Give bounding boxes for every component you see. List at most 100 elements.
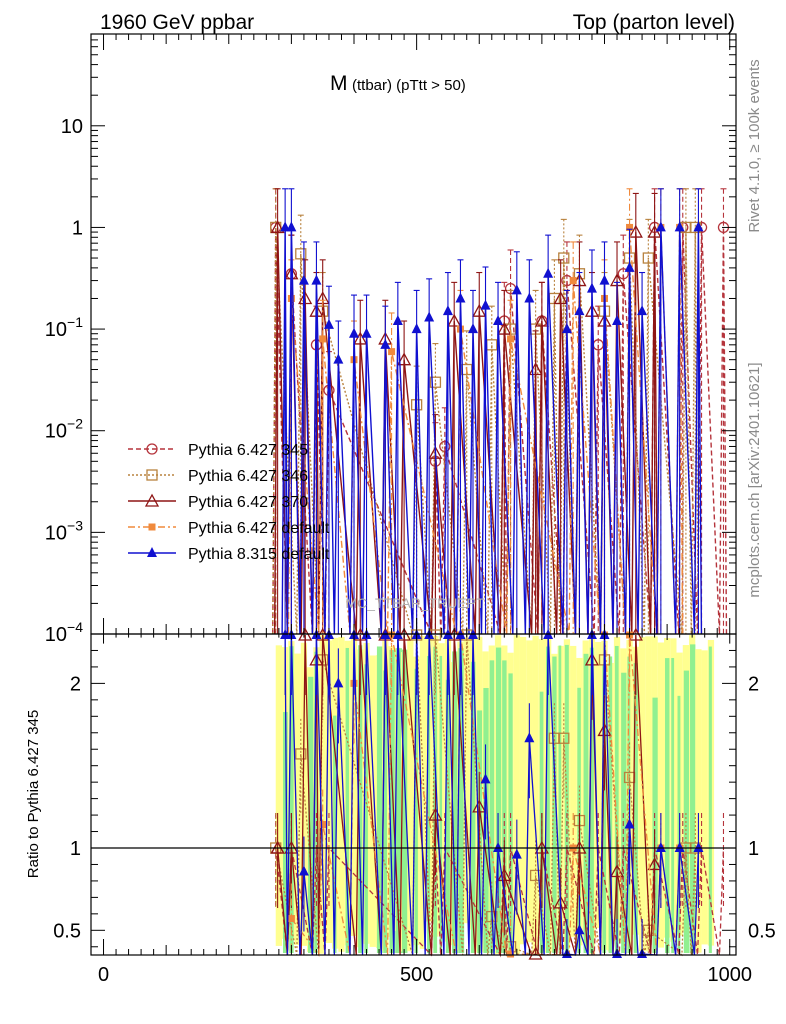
x-tick-label: 500 [400, 964, 433, 986]
ratio-point [480, 773, 491, 784]
band-green [671, 657, 675, 953]
data-point [286, 221, 297, 232]
ratio-point [674, 842, 685, 852]
band-yellow [638, 637, 646, 952]
y-tick-label: 10−2 [45, 416, 83, 443]
band-yellow [695, 649, 702, 953]
data-point [599, 274, 610, 285]
band-yellow [657, 642, 664, 948]
band-green [683, 670, 690, 953]
legend-marker [144, 493, 160, 507]
band-green [376, 646, 383, 953]
data-point [497, 321, 512, 335]
y-tick-exponent: −1 [67, 314, 83, 330]
y-tick-base: 10 [45, 319, 67, 341]
band-green [289, 646, 294, 953]
data-point [472, 303, 487, 317]
data-point [333, 353, 344, 364]
data-point [628, 224, 643, 238]
data-point [388, 348, 396, 356]
ratio-line [275, 634, 696, 957]
x-tick-label: 1000 [707, 964, 752, 986]
band-yellow [338, 636, 345, 952]
band-yellow [294, 653, 301, 945]
data-point [534, 313, 549, 327]
legend-marker [147, 547, 157, 557]
series-4 [280, 188, 704, 635]
legend-label: Pythia 6.427 default [188, 520, 330, 537]
ratio-tick-label-right: 1 [748, 838, 759, 860]
y-tick-label: 1 [72, 217, 83, 239]
data-point [295, 248, 307, 260]
y-tick-label: 10−3 [45, 517, 83, 544]
band-green [395, 648, 402, 953]
band-green [602, 665, 607, 953]
band-green [633, 663, 638, 953]
data-point [397, 352, 412, 366]
band-green [358, 645, 363, 953]
ratio-frame [90, 633, 737, 956]
ratio-tick-label-right: 0.5 [748, 920, 776, 942]
ratio-point [333, 677, 344, 688]
data-point [429, 376, 442, 388]
legend-marker [148, 523, 156, 531]
band-green [364, 664, 368, 953]
ratio-point [655, 842, 666, 852]
data-point [543, 267, 554, 278]
band-yellow [513, 635, 520, 954]
ratio-point [624, 818, 635, 829]
band-yellow [325, 640, 333, 944]
legend-label: Pythia 6.427 345 [188, 442, 308, 459]
data-point [507, 335, 515, 343]
band-green [664, 658, 670, 953]
band-green [458, 648, 465, 953]
data-point [693, 221, 704, 232]
band-green [489, 660, 495, 953]
ratio-point [524, 732, 535, 743]
data-point [439, 440, 451, 453]
band-yellow [595, 641, 602, 928]
data-point [411, 323, 422, 334]
band-green [427, 655, 431, 953]
y-tick-base: 10 [45, 522, 67, 544]
data-point [642, 252, 654, 264]
band-green [502, 660, 507, 953]
data-point [624, 261, 635, 272]
band-yellow [407, 635, 414, 952]
y-tick-label: 10−4 [45, 619, 83, 646]
watermark: MC_TTBAR_TRUEPT [345, 595, 485, 611]
band-green [282, 712, 288, 953]
data-point [553, 291, 568, 305]
band-green [483, 687, 490, 953]
ratio-point [298, 865, 309, 876]
ratio-tick-label-left: 2 [70, 673, 81, 695]
series-line [273, 227, 659, 635]
data-point [480, 299, 491, 310]
data-point [447, 313, 462, 327]
band-green [546, 646, 550, 953]
y-tick-exponent: −4 [67, 619, 83, 635]
band-green [621, 672, 627, 953]
ratio-tick-label-left: 0.5 [53, 920, 81, 942]
y-tick-label: 10−1 [45, 314, 83, 341]
data-point [455, 292, 466, 303]
band-green [589, 647, 594, 953]
series-0 [270, 188, 730, 635]
data-point [442, 305, 453, 316]
band-green [558, 645, 562, 953]
y-tick-base: 10 [45, 421, 67, 443]
ratio-point [528, 946, 543, 960]
x-tick-label: 0 [98, 964, 109, 986]
plot-title-sub: (ttbar) (pTtt > 50) [352, 77, 466, 94]
data-point [380, 338, 391, 349]
data-point [353, 331, 368, 345]
data-point [558, 252, 570, 264]
band-green [452, 651, 459, 953]
band-green [414, 668, 418, 953]
data-point [424, 311, 435, 322]
data-point [574, 305, 585, 316]
data-point [655, 221, 666, 232]
data-point [319, 335, 327, 343]
ratio-ylabel: Ratio to Pythia 6.427 345 [25, 710, 42, 878]
